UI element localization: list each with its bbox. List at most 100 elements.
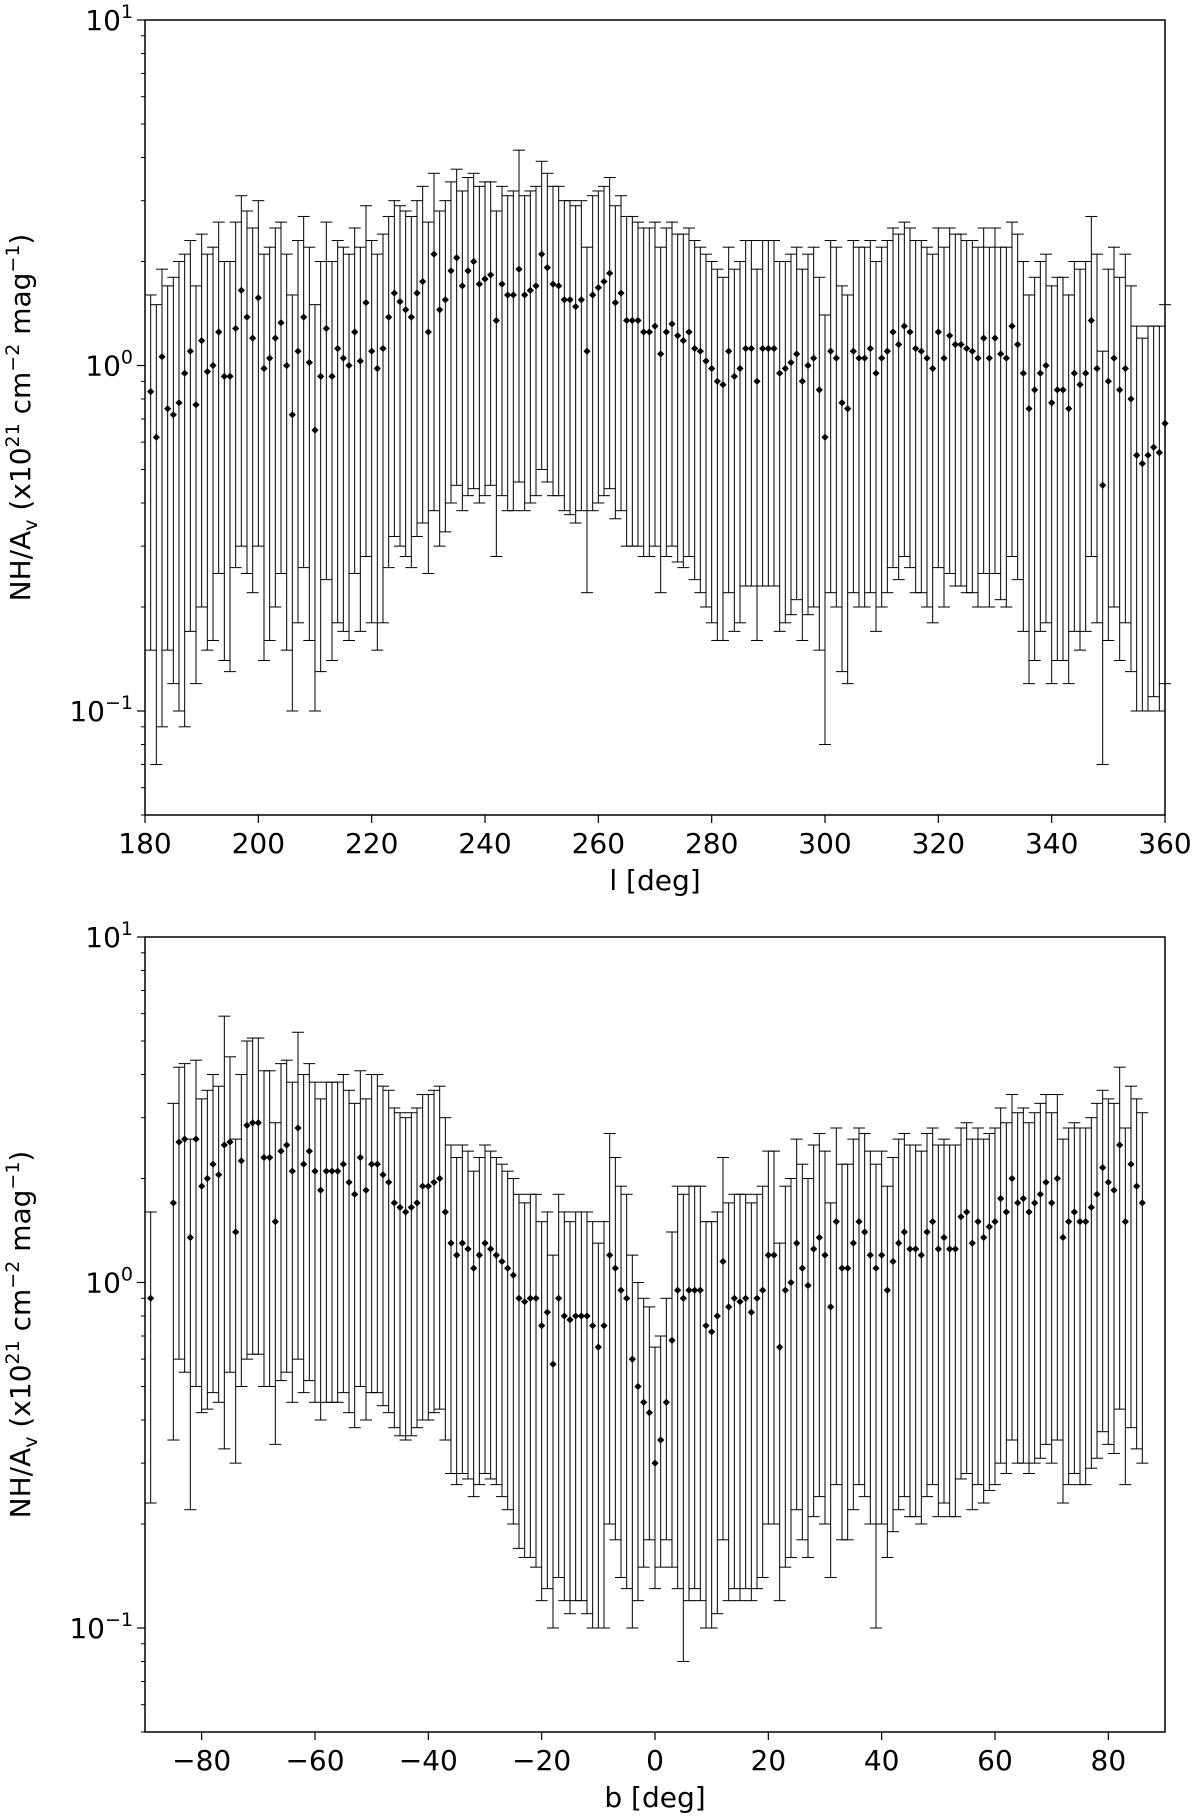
error-bar: [581, 1211, 593, 1615]
x-tick-label: 80: [1091, 1744, 1127, 1777]
data-point: [861, 1228, 869, 1236]
error-bar: [354, 246, 367, 632]
data-point: [668, 320, 676, 328]
error-bar: [745, 240, 758, 587]
error-bar: [773, 1242, 786, 1602]
error-bar: [836, 285, 848, 673]
data-point: [1059, 1233, 1067, 1242]
data-point: [447, 1239, 455, 1247]
error-bar: [422, 1094, 435, 1421]
error-bar: [450, 168, 463, 486]
error-bar: [184, 240, 197, 632]
data-point: [617, 289, 625, 297]
data-point: [271, 1218, 279, 1226]
error-bar: [479, 181, 491, 497]
error-bar: [439, 1117, 452, 1441]
data-point: [1104, 1178, 1112, 1186]
error-bar: [252, 1037, 265, 1355]
x-tick-label: −80: [172, 1744, 231, 1777]
data-point: [407, 1203, 415, 1211]
error-bar: [1062, 1127, 1075, 1486]
data-point: [753, 377, 761, 385]
data-point: [288, 1167, 296, 1175]
data-point: [883, 1286, 891, 1294]
data-point: [356, 1153, 364, 1162]
error-bar: [450, 1157, 463, 1486]
error-bar: [909, 1144, 922, 1518]
error-bar: [552, 1193, 565, 1579]
error-bar: [445, 1144, 457, 1475]
error-bar: [751, 1193, 763, 1590]
error-bar: [1091, 253, 1103, 624]
error-bar: [751, 268, 763, 641]
x-tick-label: 340: [1025, 827, 1078, 860]
error-bar: [955, 1127, 967, 1480]
data-point: [1008, 1174, 1016, 1183]
error-bar: [473, 185, 486, 504]
data-point: [345, 361, 353, 370]
data-point: [481, 1239, 489, 1247]
error-bar: [229, 1138, 242, 1464]
error-bar: [734, 260, 746, 624]
data-point: [810, 1245, 818, 1253]
error-bar: [1040, 253, 1052, 624]
error-bar: [314, 260, 327, 673]
data-point: [980, 1233, 988, 1242]
error-bar: [337, 246, 350, 632]
data-points: [147, 250, 1169, 489]
data-point: [555, 282, 563, 290]
error-bar: [394, 205, 406, 547]
error-bar: [490, 1157, 503, 1486]
error-bar: [467, 1170, 480, 1498]
data-point: [317, 372, 325, 380]
data-point: [685, 1286, 693, 1294]
data-point: [453, 254, 461, 262]
data-point: [912, 344, 920, 353]
error-bar: [229, 221, 242, 569]
data-point: [623, 1294, 631, 1302]
error-bar: [983, 1132, 996, 1492]
data-point: [215, 328, 223, 336]
error-bar: [887, 227, 899, 569]
data-point: [566, 296, 574, 304]
data-point: [368, 347, 376, 355]
data-point: [798, 377, 806, 385]
error-bar: [632, 1281, 644, 1602]
error-bar: [416, 185, 429, 524]
error-bar: [972, 1127, 984, 1486]
error-bar: [1028, 1112, 1041, 1464]
error-bar: [343, 1089, 355, 1414]
data-point: [1048, 399, 1056, 407]
x-axis-label: l [deg]: [609, 864, 700, 897]
data-point: [147, 388, 155, 396]
data-point: [793, 1239, 801, 1247]
data-point: [532, 1294, 540, 1302]
data-point: [175, 399, 183, 407]
error-bar: [807, 246, 820, 608]
error-bar: [167, 1102, 180, 1441]
data-point: [521, 1298, 529, 1306]
data-point: [946, 1245, 954, 1253]
data-point: [203, 368, 211, 376]
data-point: [521, 291, 529, 299]
data-point: [470, 1264, 478, 1272]
error-bar: [1147, 325, 1160, 698]
data-point: [934, 328, 942, 336]
data-point: [934, 1245, 942, 1253]
data-point: [1025, 405, 1033, 413]
error-bar: [813, 276, 826, 651]
error-bar: [598, 185, 610, 497]
error-bar: [354, 1070, 367, 1388]
data-point: [963, 1208, 971, 1216]
data-point: [572, 303, 580, 311]
error-bar: [949, 233, 962, 587]
error-bar: [490, 210, 503, 558]
error-bar: [547, 1254, 559, 1629]
error-bar: [411, 1107, 423, 1429]
error-bar: [513, 1193, 525, 1549]
x-tick-label: 360: [1138, 827, 1191, 860]
error-bar: [722, 1202, 735, 1602]
data-point: [838, 1264, 846, 1272]
data-point: [878, 1251, 886, 1259]
y-tick-label: 101: [85, 918, 133, 954]
